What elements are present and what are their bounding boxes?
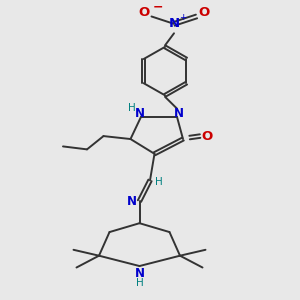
Text: H: H: [136, 278, 143, 288]
Text: N: N: [134, 267, 145, 280]
Text: O: O: [201, 130, 213, 142]
Text: −: −: [153, 1, 164, 13]
Text: O: O: [138, 5, 150, 19]
Text: N: N: [127, 195, 137, 208]
Text: H: H: [154, 177, 162, 187]
Text: O: O: [198, 5, 210, 19]
Text: N: N: [173, 107, 184, 120]
Text: +: +: [179, 14, 187, 22]
Text: N: N: [134, 107, 145, 120]
Text: H: H: [128, 103, 135, 113]
Text: N: N: [168, 17, 180, 30]
